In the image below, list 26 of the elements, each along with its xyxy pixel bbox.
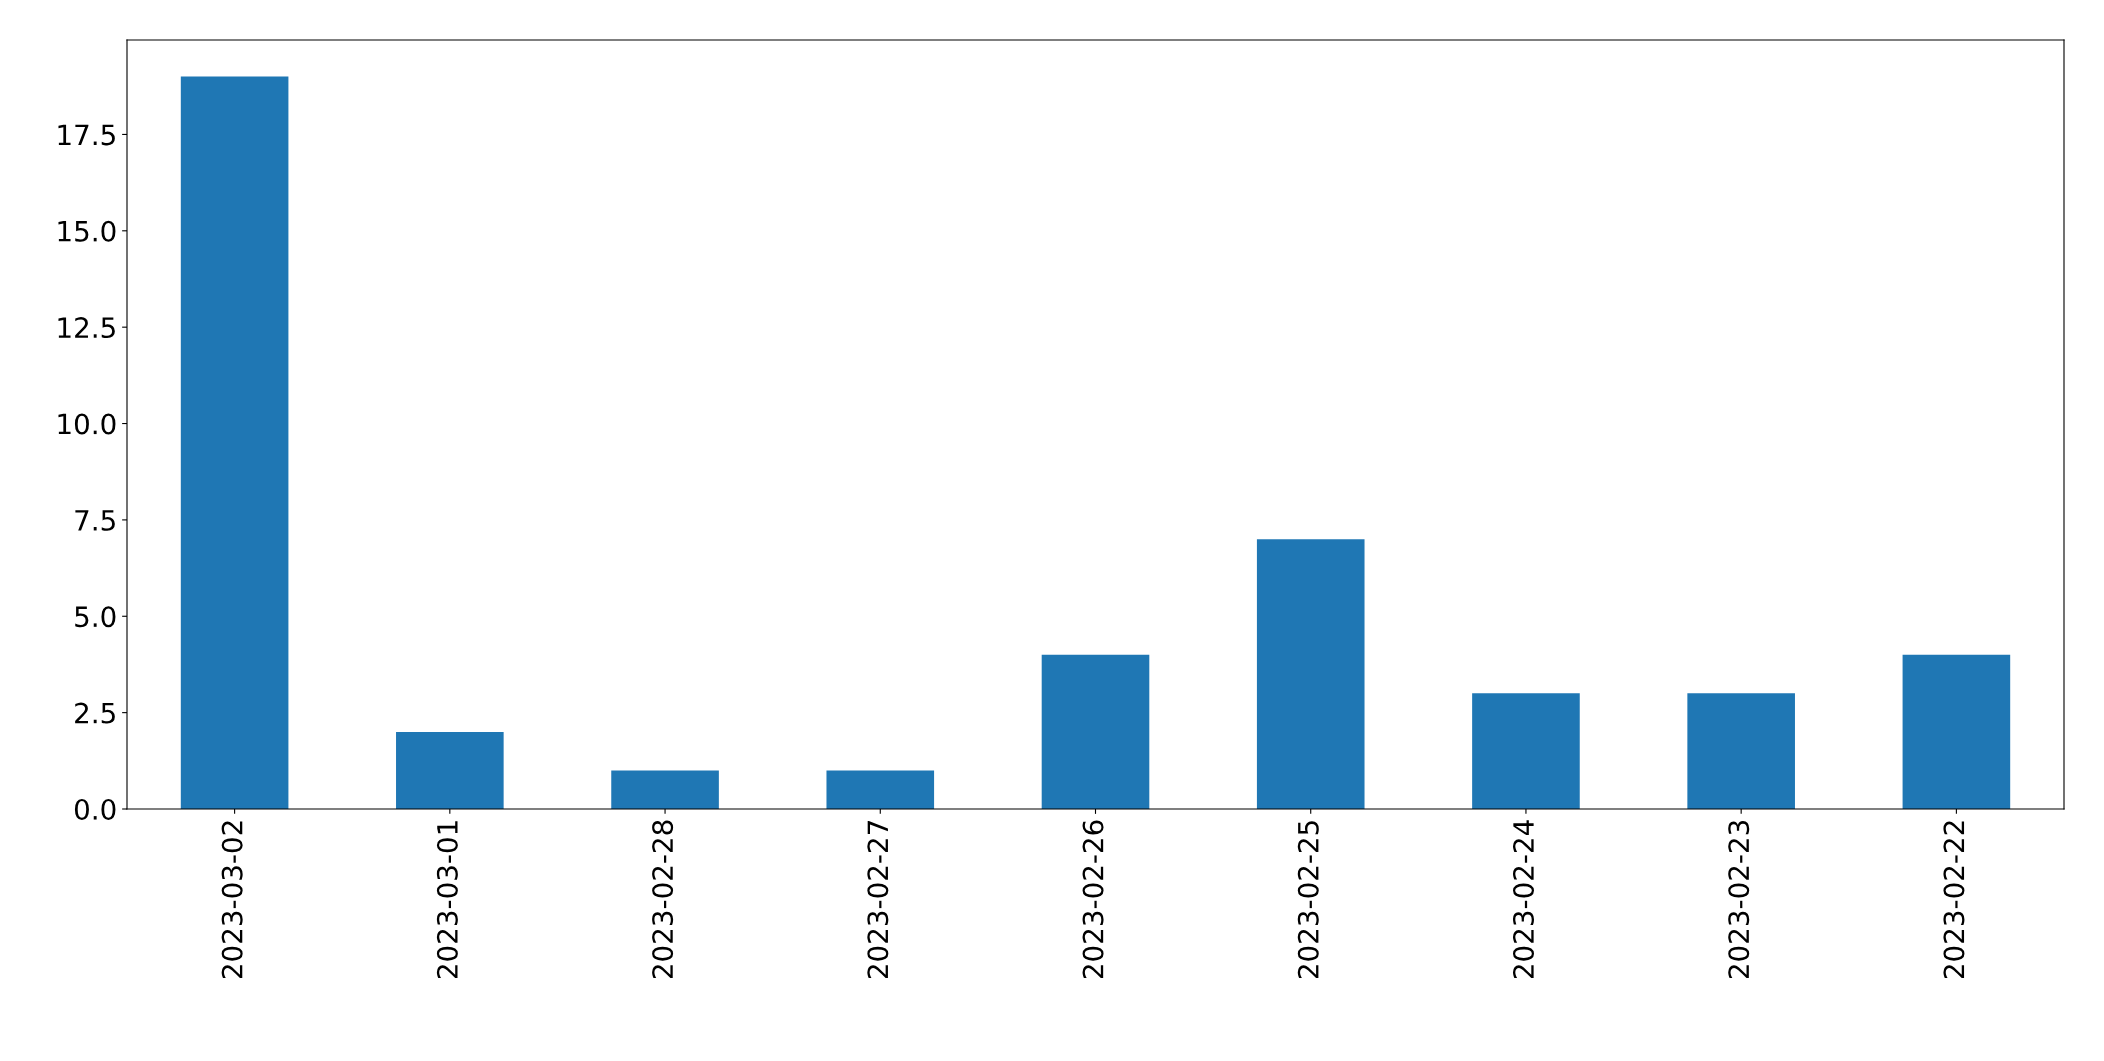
bar <box>826 770 935 809</box>
x-tick-label: 2023-03-02 <box>221 821 243 979</box>
bar <box>180 76 289 809</box>
x-tick-label: 2023-02-25 <box>1297 821 1319 979</box>
bar <box>1902 654 2011 809</box>
x-tick-label: 2023-02-22 <box>1943 821 1965 979</box>
bar <box>396 731 504 809</box>
y-tick-label: 10.0 <box>58 413 116 435</box>
x-tick-label: 2023-02-27 <box>867 821 889 979</box>
bar <box>1472 693 1580 809</box>
y-tick-label: 5.0 <box>75 606 116 628</box>
bar <box>1256 539 1365 809</box>
x-tick-label: 2023-02-23 <box>1728 820 1750 979</box>
y-tick-label: 12.5 <box>58 317 115 339</box>
y-tick-label: 7.5 <box>75 510 115 531</box>
bar <box>611 770 719 809</box>
y-tick-label: 15.0 <box>58 220 116 242</box>
x-tick-label: 2023-02-28 <box>652 820 674 979</box>
x-tick-label: 2023-03-01 <box>436 821 458 979</box>
x-tick-label: 2023-02-24 <box>1512 820 1534 979</box>
bar <box>1041 654 1150 809</box>
y-tick-label: 17.5 <box>58 124 115 146</box>
y-tick-label: 0.0 <box>74 798 116 820</box>
bar <box>1687 693 1795 809</box>
y-tick-label: 2.5 <box>75 702 115 724</box>
x-tick-label: 2023-02-26 <box>1082 820 1104 979</box>
